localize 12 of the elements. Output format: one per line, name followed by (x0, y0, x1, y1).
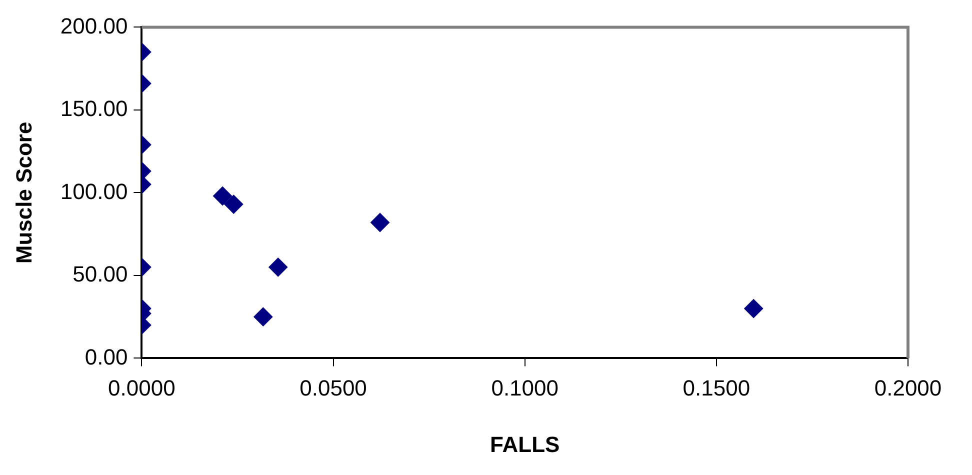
y-tick-label: 0.00 (84, 344, 128, 370)
y-tick-label: 200.00 (60, 13, 128, 38)
x-tick-label: 0.2000 (874, 375, 942, 400)
x-tick-label: 0.1500 (682, 375, 750, 400)
x-tick-label: 0.0500 (300, 375, 367, 400)
y-tick-label: 100.00 (60, 178, 128, 204)
y-tick-label: 50.00 (72, 262, 128, 287)
x-tick-label: 0.0000 (108, 375, 176, 400)
x-axis-title: FALLS (490, 432, 560, 457)
x-tick-label: 0.1000 (491, 375, 558, 400)
y-axis-title: Muscle Score (11, 122, 36, 264)
y-tick-label: 150.00 (60, 96, 128, 122)
